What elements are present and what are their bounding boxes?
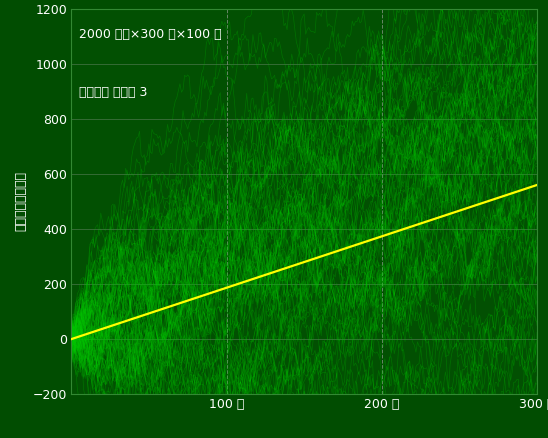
Text: ボーダー プラス 3: ボーダー プラス 3 xyxy=(79,86,147,99)
Y-axis label: 累積収支（万円）: 累積収支（万円） xyxy=(14,172,27,231)
Text: 2000 回転×300 日×100 人: 2000 回転×300 日×100 人 xyxy=(79,28,221,41)
